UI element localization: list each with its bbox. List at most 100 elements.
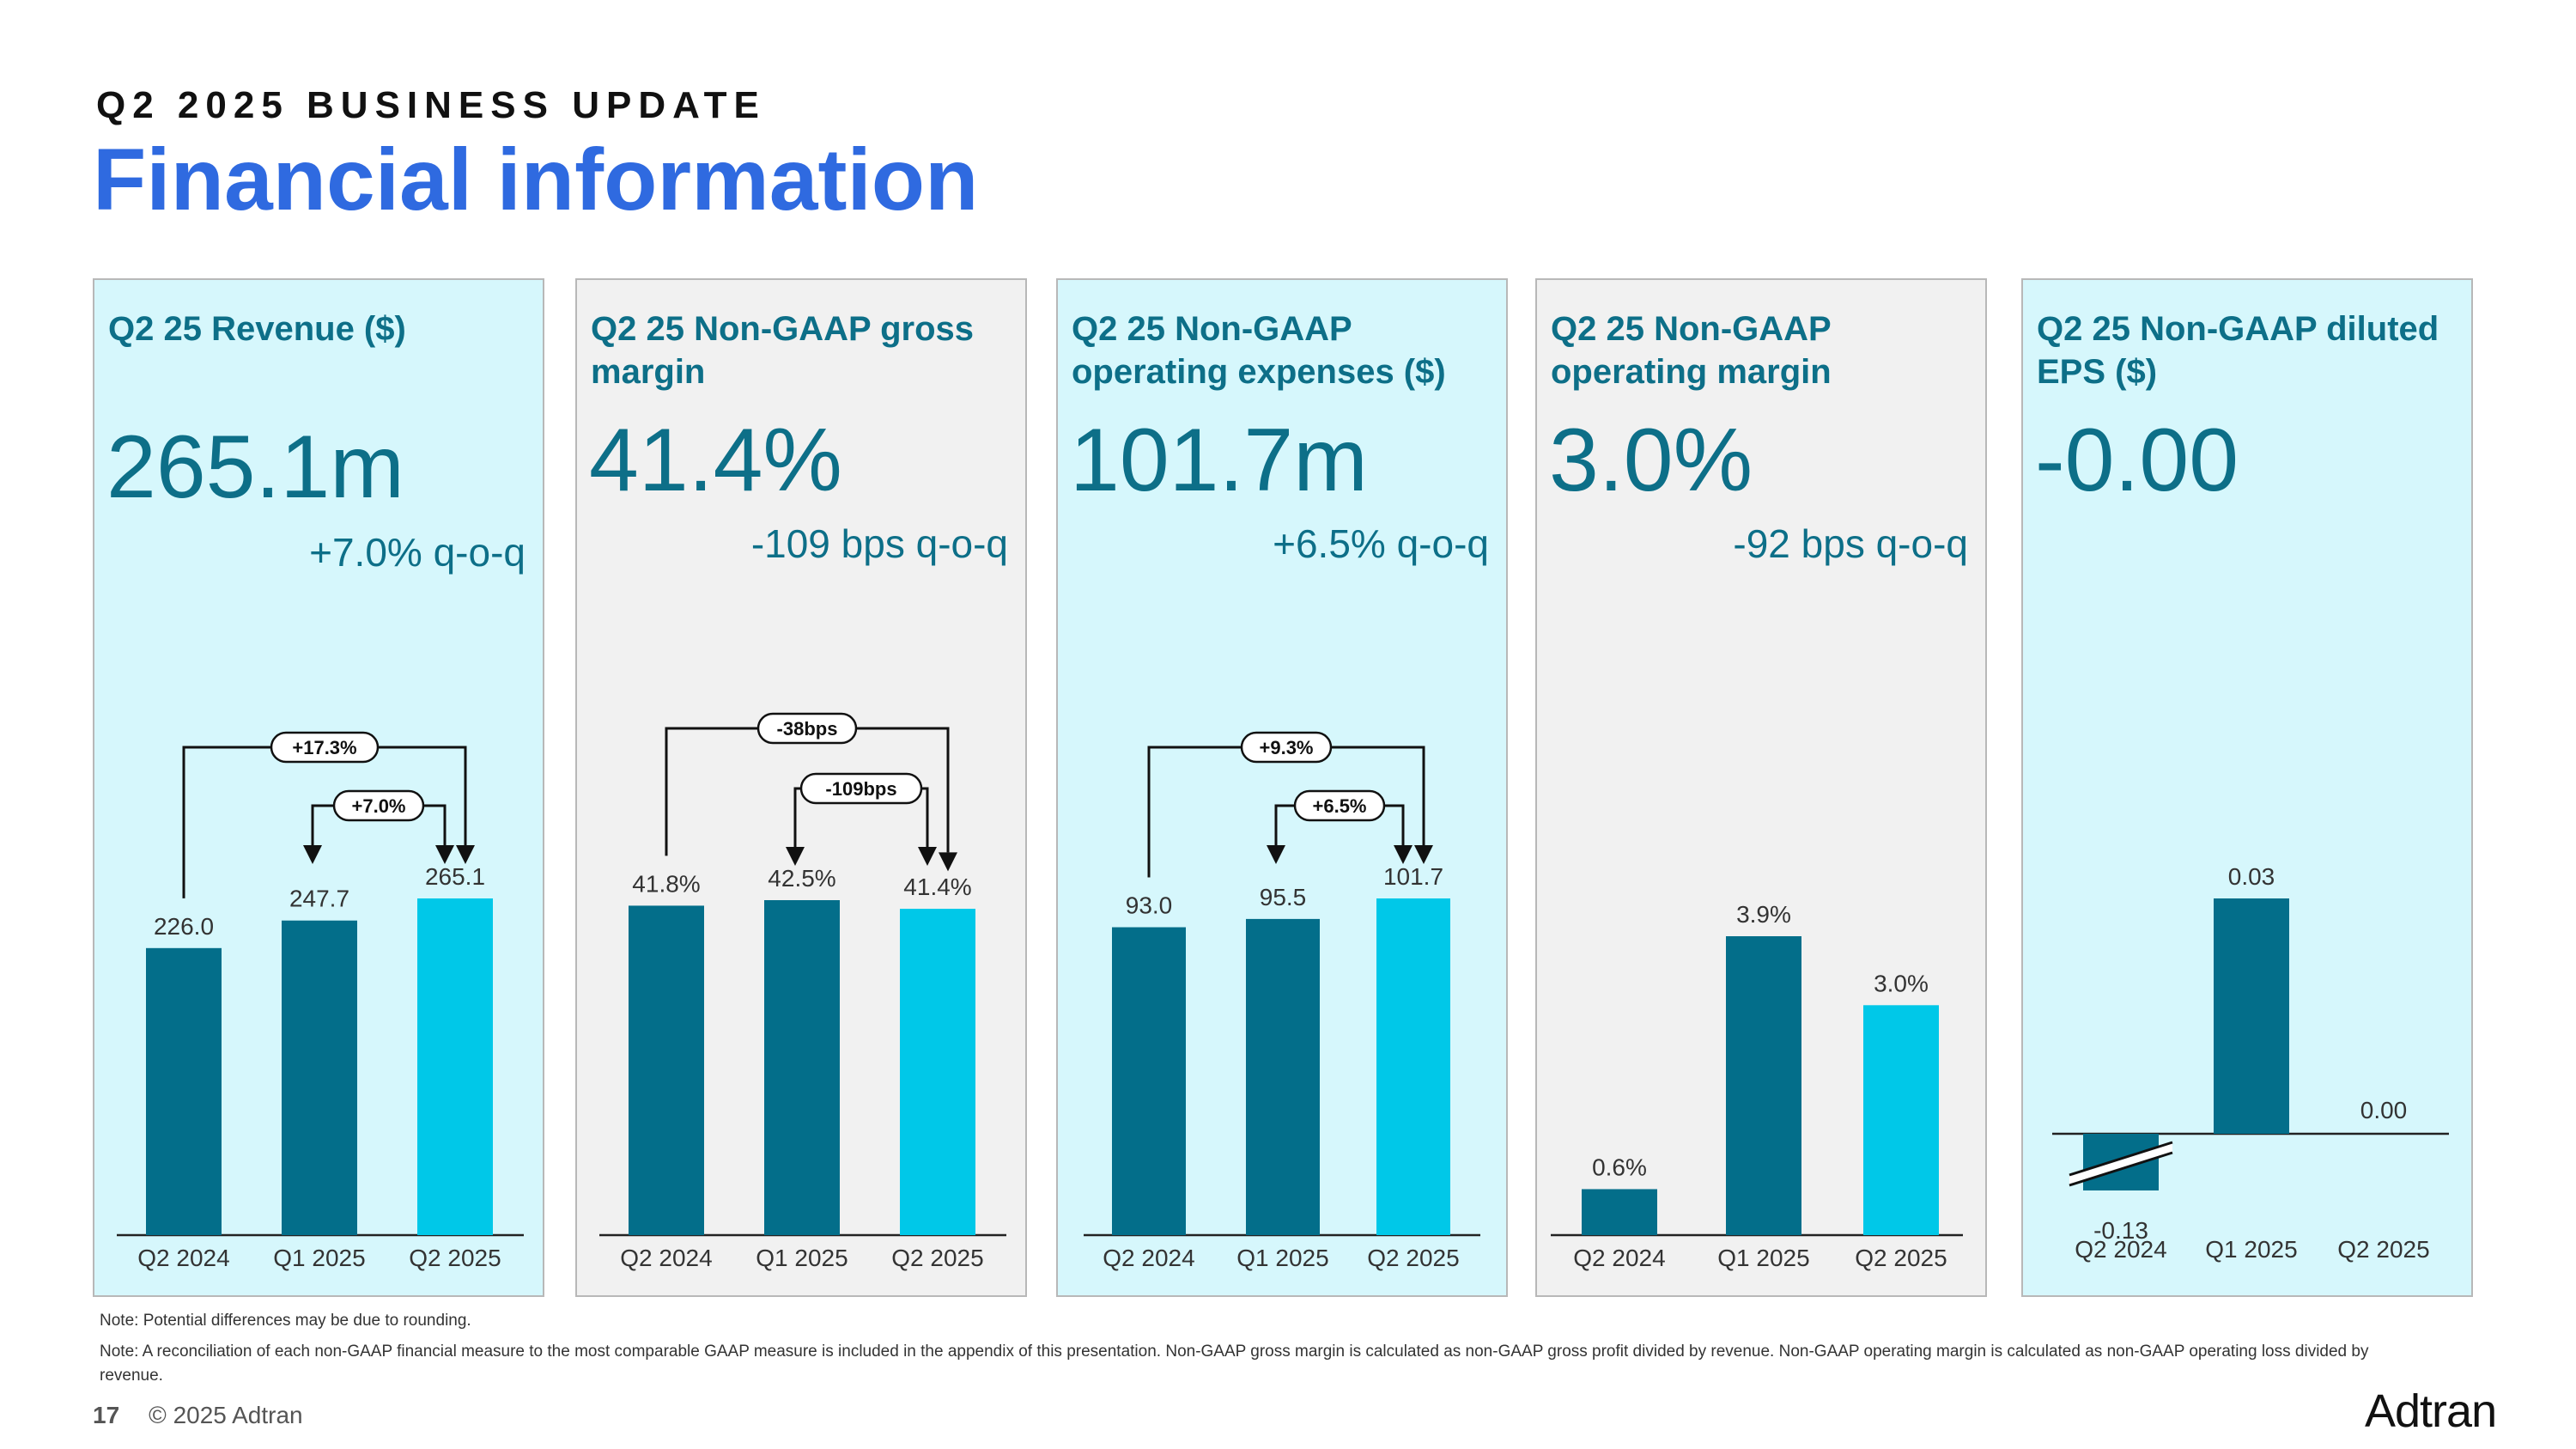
- category-label: Q2 2024: [1573, 1245, 1665, 1271]
- data-label: -0.13: [2093, 1217, 2148, 1244]
- arrow-head: [939, 852, 957, 872]
- bar: [1376, 898, 1450, 1235]
- category-label: Q1 2025: [756, 1245, 848, 1271]
- growth-label: +9.3%: [1260, 737, 1314, 758]
- bar: [1246, 918, 1320, 1235]
- growth-pill: [332, 789, 425, 822]
- arrow-head: [786, 847, 805, 866]
- growth-pill: [756, 712, 858, 745]
- category-label: Q2 2024: [2075, 1236, 2166, 1263]
- arrow-head: [1394, 845, 1413, 864]
- arrow-head: [303, 845, 322, 864]
- opex-chart: 93.0 Q2 2024 95.5 Q1 2025 101.7 Q2 2025 +9.3% +…: [1084, 731, 1480, 1271]
- bar: [1726, 936, 1801, 1235]
- axis-break-line: [2069, 1141, 2173, 1177]
- category-label: Q2 2024: [1103, 1245, 1194, 1271]
- kpi-panel-revenue: Q2 25 Revenue ($) 265.1m +7.0% q-o-q 226…: [93, 278, 544, 1297]
- section-kicker: Q2 2025 BUSINESS UPDATE: [96, 84, 766, 126]
- panel-change: +6.5% q-o-q: [1273, 521, 1489, 566]
- data-label: 3.9%: [1736, 901, 1791, 928]
- operating-margin-chart: 0.6% Q2 2024 3.9% Q1 2025 3.0% Q2 2025: [1551, 901, 1963, 1271]
- panel-title: Q2 25 Non-GAAP diluted EPS ($): [2037, 310, 2439, 391]
- category-label: Q2 2025: [1855, 1245, 1947, 1271]
- bar: [1863, 1005, 1939, 1235]
- panel-value: 101.7m: [1070, 411, 1368, 510]
- growth-pill: [270, 731, 380, 764]
- data-label: 0.00: [2360, 1097, 2408, 1123]
- arrow-head: [918, 847, 937, 866]
- category-label: Q2 2025: [1367, 1245, 1459, 1271]
- category-label: Q1 2025: [1236, 1245, 1328, 1271]
- page-number: 17: [93, 1402, 120, 1428]
- data-label: 0.6%: [1592, 1154, 1647, 1180]
- growth-pill: [799, 772, 923, 805]
- category-label: Q2 2025: [2337, 1236, 2429, 1263]
- panel-value: -0.00: [2035, 411, 2239, 510]
- bar: [900, 909, 975, 1235]
- panel-title: Q2 25 Revenue ($): [108, 310, 406, 348]
- kpi-panel-eps: Q2 25 Non-GAAP diluted EPS ($) -0.00 -0.…: [2021, 278, 2473, 1297]
- arrow-head: [456, 845, 475, 864]
- data-label: 0.03: [2228, 863, 2275, 890]
- footer: 17 © 2025 Adtran: [93, 1402, 303, 1429]
- bar: [417, 898, 493, 1235]
- category-label: Q2 2025: [409, 1245, 501, 1271]
- growth-label: -109bps: [825, 778, 896, 800]
- bar: [146, 947, 222, 1235]
- panel-value: 3.0%: [1549, 411, 1753, 510]
- category-label: Q2 2024: [620, 1245, 712, 1271]
- category-label: Q1 2025: [1717, 1245, 1809, 1271]
- kpi-panel-operating-margin: Q2 25 Non-GAAP operating margin 3.0% -92…: [1535, 278, 1987, 1297]
- axis-break-line: [2069, 1151, 2173, 1187]
- bar: [282, 920, 357, 1235]
- bar: [629, 905, 704, 1235]
- growth-pill: [1240, 731, 1333, 764]
- growth-pill: [1293, 789, 1386, 822]
- bar: [1112, 927, 1186, 1235]
- growth-label: +7.0%: [352, 795, 406, 817]
- data-label: 226.0: [154, 913, 214, 940]
- kpi-panel-gross-margin: Q2 25 Non-GAAP gross margin 41.4% -109 b…: [575, 278, 1027, 1297]
- kpi-panel-opex: Q2 25 Non-GAAP operating expenses ($) 10…: [1056, 278, 1508, 1297]
- rounding-note: Note: Potential differences may be due t…: [100, 1312, 471, 1330]
- data-label: 93.0: [1126, 892, 1173, 919]
- arrow-head: [1414, 845, 1433, 864]
- growth-label: +17.3%: [292, 737, 356, 758]
- panel-change: -109 bps q-o-q: [750, 521, 1008, 566]
- growth-label: -38bps: [777, 718, 838, 740]
- adtran-logo: Adtran: [2365, 1385, 2497, 1437]
- gross-margin-chart: 41.8% Q2 2024 42.5% Q1 2025 41.4% Q2 2025 -38b…: [599, 712, 1006, 1271]
- data-label: 247.7: [289, 886, 349, 912]
- data-label: 3.0%: [1874, 970, 1929, 996]
- bar: [764, 900, 840, 1235]
- category-label: Q1 2025: [273, 1245, 365, 1271]
- bar: [2214, 898, 2289, 1134]
- panel-title: Q2 25 Non-GAAP gross margin: [591, 310, 975, 391]
- panel-value: 41.4%: [589, 411, 842, 510]
- panel-title: Q2 25 Non-GAAP operating expenses ($): [1072, 310, 1446, 391]
- arrow-head: [1267, 845, 1285, 864]
- data-label: 265.1: [425, 863, 485, 890]
- category-label: Q1 2025: [2205, 1236, 2297, 1263]
- axis-break-gap: [2069, 1142, 2172, 1185]
- reconciliation-note: Note: A reconciliation of each non-GAAP …: [100, 1342, 2369, 1385]
- page-title: Financial information: [93, 131, 979, 228]
- panel-title: Q2 25 Non-GAAP operating margin: [1551, 310, 1832, 391]
- category-label: Q2 2024: [137, 1245, 229, 1271]
- category-label: Q2 2025: [891, 1245, 983, 1271]
- growth-label: +6.5%: [1313, 795, 1367, 817]
- data-label: 101.7: [1383, 863, 1443, 890]
- arrow-head: [435, 845, 454, 864]
- data-label: 41.4%: [903, 874, 971, 900]
- panel-change: -92 bps q-o-q: [1733, 521, 1968, 566]
- data-label: 41.8%: [632, 870, 700, 897]
- data-label: 42.5%: [768, 865, 835, 892]
- bar: [1582, 1189, 1657, 1235]
- growth-connector: [182, 746, 467, 898]
- copyright: © 2025 Adtran: [149, 1402, 303, 1428]
- panel-change: +7.0% q-o-q: [309, 530, 526, 575]
- panel-value: 265.1m: [106, 417, 404, 517]
- revenue-chart: 226.0 Q2 2024 247.7 Q1 2025 265.1 Q2 2025 +17.…: [117, 731, 524, 1271]
- data-label: 95.5: [1260, 884, 1307, 910]
